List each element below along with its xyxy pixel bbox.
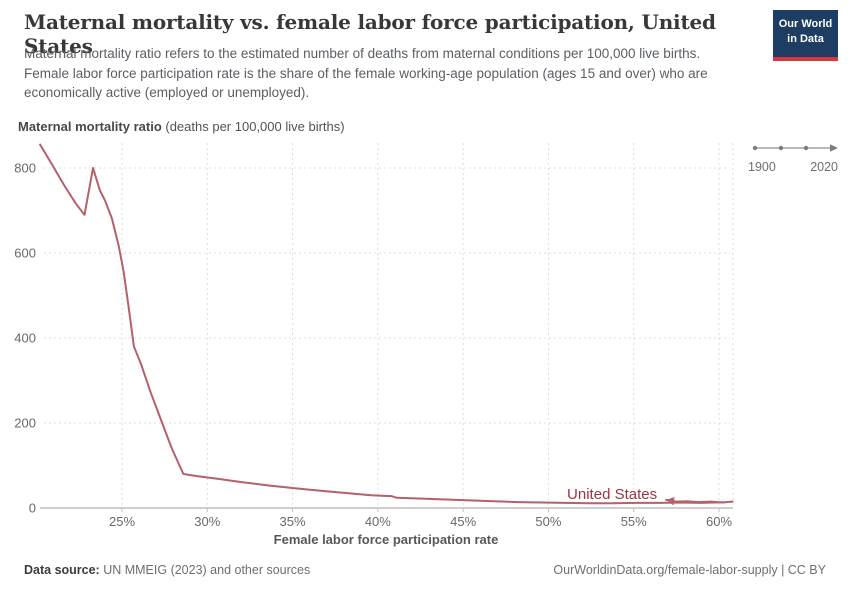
y-tick-label: 600 — [14, 246, 36, 261]
data-source-note: Data source: UN MMEIG (2023) and other s… — [24, 563, 310, 577]
license-note: OurWorldinData.org/female-labor-supply |… — [553, 563, 826, 577]
x-tick-label: 55% — [621, 514, 647, 529]
x-tick-label: 60% — [706, 514, 732, 529]
data-line[interactable] — [39, 143, 734, 505]
page-title: Maternal mortality vs. female labor forc… — [24, 10, 716, 58]
x-tick-label: 50% — [535, 514, 561, 529]
chart-subtitle: Maternal mortality ratio refers to the e… — [24, 46, 708, 101]
x-tick-label: 30% — [194, 514, 220, 529]
owid-logo-line2: in Data — [787, 32, 824, 45]
x-tick-label: 35% — [280, 514, 306, 529]
y-tick-label: 0 — [29, 501, 36, 516]
chart-generated: 0 200 400 600 800 25% 30% 35% 40% 45% 50% 55% 60% Uni… — [14, 143, 734, 529]
y-axis-title-bold: Maternal mortality ratio — [18, 119, 162, 134]
chart-area: 0 200 400 600 800 25% 30% 35% 40% 45% 50% 55% 60% Uni… — [0, 135, 850, 555]
data-source-label: Data source: — [24, 563, 100, 577]
y-axis-title: Maternal mortality ratio (deaths per 100… — [18, 119, 345, 134]
y-axis-title-units: (deaths per 100,000 live births) — [161, 119, 345, 134]
timeline-start-year: 1900 — [748, 160, 776, 174]
data-source-text: UN MMEIG (2023) and other sources — [99, 563, 311, 577]
chart-svg[interactable]: 0 200 400 600 800 25% 30% 35% 40% 45% 50% 55% 60% Uni… — [0, 135, 850, 555]
x-tick-label: 45% — [450, 514, 476, 529]
y-tick-label: 200 — [14, 416, 36, 431]
timeline-widget: 1900 2020 — [748, 141, 840, 174]
x-axis-title: Female labor force participation rate — [274, 532, 499, 547]
owid-logo-line1: Our World — [778, 18, 833, 30]
x-tick-label: 25% — [109, 514, 135, 529]
line-end-arrow — [666, 497, 675, 506]
y-tick-label: 400 — [14, 331, 36, 346]
timeline-icon — [752, 144, 838, 152]
y-tick-label: 800 — [14, 161, 36, 176]
timeline-end-year: 2020 — [810, 160, 838, 174]
x-tick-label: 40% — [365, 514, 391, 529]
chart-footer: Data source: UN MMEIG (2023) and other s… — [24, 563, 826, 577]
owid-logo[interactable]: Our World in Data — [773, 10, 838, 61]
entity-label: United States — [567, 486, 657, 503]
